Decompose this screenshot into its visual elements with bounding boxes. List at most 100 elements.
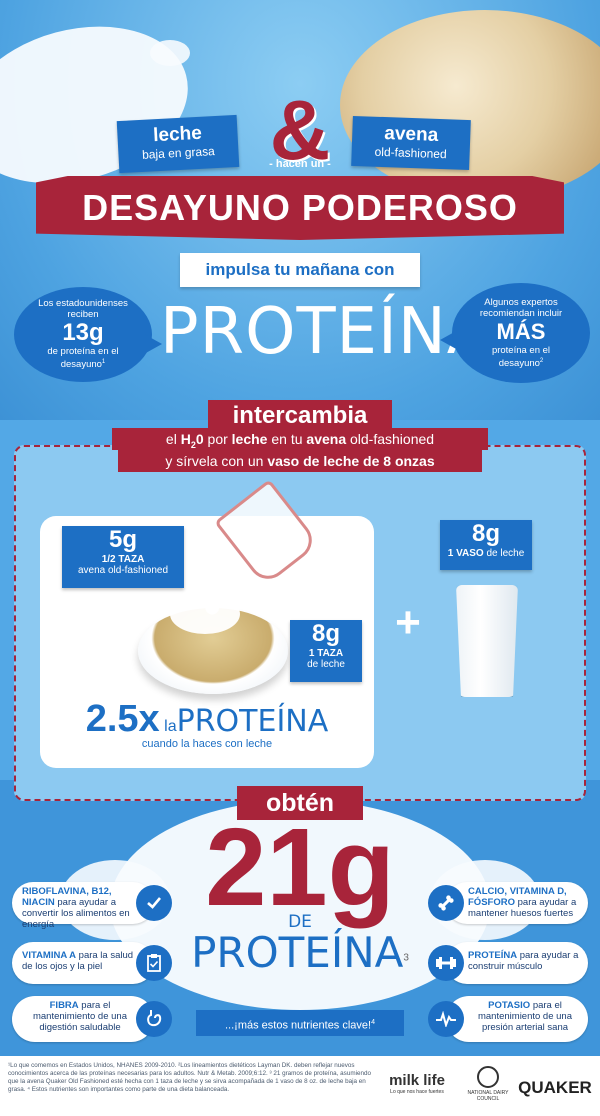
quaker-logo: QUAKER	[518, 1078, 592, 1097]
stomach-icon	[136, 1001, 172, 1037]
multiplier-line: 2.5x laPROTEÍNA	[40, 698, 374, 741]
nutrient-bones-bold: CALCIO, VITAMINA D, FÓSFORO	[468, 886, 567, 908]
nutrient-potassium-desc: para el mantenimiento de una presión art…	[477, 1000, 572, 1033]
left-bubble-line2-wrap: de proteína en el desayuno1	[35, 346, 131, 370]
footer-bar	[0, 1056, 600, 1116]
ndc-logo: NATIONAL DAIRY COUNCIL	[462, 1066, 514, 1102]
swap-text-por: por	[207, 431, 228, 447]
result-protein: PROTEÍNA	[191, 928, 404, 977]
swap-text-oldfashioned: old-fashioned	[350, 431, 435, 447]
swap-text-oats: avena	[306, 431, 347, 447]
plus-sign: +	[395, 598, 421, 647]
swap-text-el: el	[165, 431, 177, 447]
glass-grams: 8g	[471, 520, 500, 547]
nutrient-bones-desc: para ayudar a mantener huesos fuertes	[468, 897, 577, 919]
milk-life-logo-text: milk life	[389, 1072, 445, 1089]
check-icon	[136, 885, 172, 921]
glass-desc: de leche	[486, 548, 525, 559]
clipboard-icon	[136, 945, 172, 981]
multiplier-value: 2.5x	[85, 698, 160, 740]
swap-text-zero: 0	[195, 431, 204, 447]
oats-tag: avena old-fashioned	[351, 115, 471, 171]
left-bubble-value: 13g	[62, 319, 104, 347]
milk-splash-drop	[150, 40, 190, 66]
nutrient-fiber-bold: FIBRA	[49, 1000, 79, 1011]
multiplier-caption: cuando la haces con leche	[141, 738, 273, 750]
oats-stat-tag: 5g 1/2 TAZA avena old-fashioned	[62, 526, 184, 588]
nutrient-pill-fiber	[12, 996, 154, 1042]
left-bubble-tail	[144, 334, 162, 354]
right-bubble-line1: Algunos expertos recomiendan incluir	[479, 296, 563, 319]
nutrient-muscle-text: PROTEÍNA para ayudar a construir músculo	[468, 950, 582, 972]
nutrient-vitamin-a-bold: VITAMINA A	[22, 950, 77, 961]
main-title: DESAYUNO PODEROSO	[82, 187, 518, 228]
swap-text-entu: en tu	[271, 431, 303, 447]
big-number: 21g	[205, 806, 395, 929]
swap-text-milk: leche	[231, 431, 268, 447]
nutrient-pill-muscle	[446, 942, 588, 984]
oats-tag-subtitle: old-fashioned	[374, 144, 447, 162]
protein-headline: PROTEÍNA	[160, 295, 492, 369]
left-bubble-line2: de proteína en el desayuno	[47, 346, 119, 371]
nutrient-bones-text: CALCIO, VITAMINA D, FÓSFORO para ayudar …	[468, 886, 582, 919]
right-stat-bubble: Algunos expertos recomiendan incluir MÁS…	[452, 283, 590, 383]
bone-icon	[428, 885, 464, 921]
boost-text: impulsa tu mañana con	[205, 260, 395, 279]
nutrient-muscle-bold: PROTEÍNA	[468, 950, 518, 961]
dumbbell-icon	[428, 945, 464, 981]
swap-text-h: H	[180, 431, 191, 447]
nutrient-energy-text: RIBOFLAVINA, B12, NIACIN para ayudar a c…	[22, 886, 138, 930]
nutrient-vitamin-a-text: VITAMINA A para la salud de los ojos y l…	[22, 950, 138, 972]
more-nutrients-sup: 4	[371, 1019, 376, 1026]
obten-label: obtén	[265, 789, 335, 817]
milk-life-logo: milk life Lo que nos hace fuertes	[378, 1072, 456, 1095]
heartbeat-icon	[428, 1001, 464, 1037]
milk-life-tagline: Lo que nos hace fuertes	[390, 1089, 444, 1095]
milk-cup-amount: 1 TAZA	[308, 648, 344, 659]
left-bubble-sup: 1	[101, 359, 106, 366]
swap-line2-box: y sírvela con un vaso de leche de 8 onza…	[118, 450, 482, 472]
oats-grams: 5g	[108, 526, 137, 553]
more-nutrients-text: ...¡más estos nutrientes clave!	[224, 1019, 372, 1032]
oats-desc: avena old-fashioned	[77, 565, 169, 576]
milk-splash-bottom	[110, 800, 490, 1010]
nutrient-energy-desc: para ayudar a convertir los alimentos en…	[22, 897, 130, 930]
oats-amount: 1/2 TAZA	[101, 554, 145, 565]
right-bubble-line2: proteína en el desayuno	[491, 344, 551, 370]
swap-line1-box: el H20 por leche en tu avena old-fashion…	[112, 428, 488, 450]
oats-pile-image	[340, 10, 600, 200]
right-bubble-sup: 2	[539, 357, 544, 364]
nutrient-pill-vitamin-a	[12, 942, 154, 984]
ampersand: &	[269, 83, 331, 177]
right-bubble-line2-wrap: proteína en el desayuno2	[473, 345, 569, 369]
hacen-un-label: - hacen un -	[269, 158, 331, 170]
main-title-ribbon: DESAYUNO PODEROSO	[36, 176, 564, 240]
nutrient-potassium-bold: POTASIO	[488, 1000, 531, 1011]
nutrient-vitamin-a-desc: para la salud de los ojos y la piel	[22, 950, 134, 972]
glass-stat-tag: 8g 1 VASO de leche	[440, 520, 532, 570]
nutrient-muscle-desc: para ayudar a construir músculo	[468, 950, 579, 972]
result-sup: 3	[403, 952, 409, 964]
multiplier-la: la	[164, 718, 177, 735]
swap-line2-bold: vaso de leche de 8 onzas	[267, 453, 435, 469]
footnote: ¹Lo que comemos en Estados Unidos, NHANE…	[8, 1062, 371, 1093]
milk-splash-bowl	[170, 594, 240, 634]
milk-glass-image	[456, 585, 518, 697]
ndc-seal-icon	[477, 1066, 499, 1088]
ndc-logo-text: NATIONAL DAIRY COUNCIL	[467, 1090, 509, 1102]
nutrient-energy-bold: RIBOFLAVINA, B12, NIACIN	[22, 886, 112, 908]
milk-cup-desc: de leche	[307, 659, 345, 670]
more-nutrients-box: ...¡más estos nutrientes clave!4	[196, 1010, 404, 1036]
result-de: DE	[288, 912, 312, 932]
nutrient-pill-bones	[446, 882, 588, 924]
nutrient-potassium-text: POTASIO para el mantenimiento de una pre…	[468, 1000, 582, 1033]
milk-cup-stat-tag: 8g 1 TAZA de leche	[290, 620, 362, 682]
nutrient-fiber-text: FIBRA para el mantenimiento de una diges…	[22, 1000, 138, 1033]
milk-tag: leche baja en grasa	[116, 114, 240, 174]
glass-desc-wrap: 1 VASO de leche	[440, 548, 532, 559]
milk-cup-grams: 8g	[311, 620, 340, 647]
left-bubble-line1: Los estadounidenses reciben	[38, 298, 128, 321]
result-protein-wrap: PROTEÍNA3	[180, 928, 420, 977]
glass-amount: 1 VASO	[447, 548, 484, 559]
swap-text-sub: 2	[190, 439, 196, 450]
